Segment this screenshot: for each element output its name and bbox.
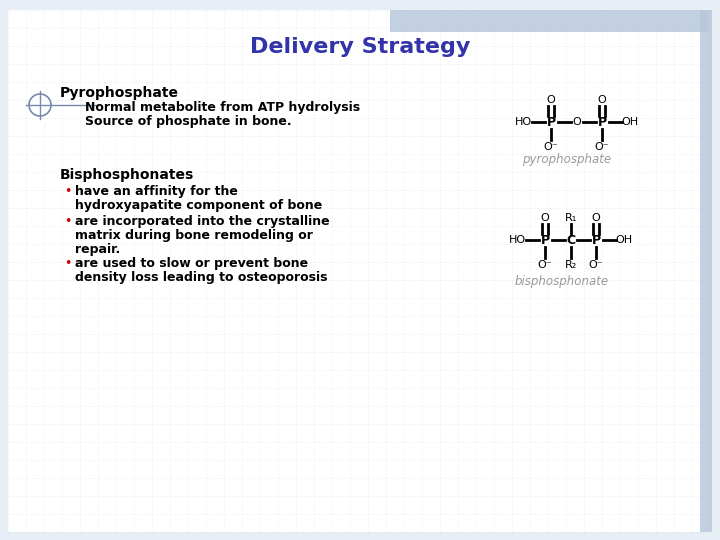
Text: O⁻: O⁻ — [589, 260, 603, 270]
Text: P: P — [541, 233, 549, 246]
Bar — [390, 10, 708, 32]
Text: OH: OH — [616, 235, 633, 245]
Text: O: O — [572, 117, 581, 127]
Text: Normal metabolite from ATP hydrolysis: Normal metabolite from ATP hydrolysis — [85, 102, 360, 114]
Text: Delivery Strategy: Delivery Strategy — [250, 37, 470, 57]
Text: P: P — [598, 116, 606, 129]
Text: bisphosphonate: bisphosphonate — [515, 275, 609, 288]
Text: •: • — [64, 258, 72, 271]
Text: O⁻: O⁻ — [538, 260, 552, 270]
Bar — [700, 10, 712, 532]
Text: •: • — [64, 214, 72, 227]
Text: O⁻: O⁻ — [544, 142, 558, 152]
Text: •: • — [64, 186, 72, 199]
Text: C: C — [567, 233, 575, 246]
Text: Source of phosphate in bone.: Source of phosphate in bone. — [85, 116, 292, 129]
Text: O: O — [541, 213, 549, 223]
Text: density loss leading to osteoporosis: density loss leading to osteoporosis — [75, 272, 328, 285]
Text: OH: OH — [621, 117, 639, 127]
Text: P: P — [591, 233, 600, 246]
Text: R₂: R₂ — [565, 260, 577, 270]
Text: O: O — [598, 95, 606, 105]
Text: matrix during bone remodeling or: matrix during bone remodeling or — [75, 228, 313, 241]
Text: are used to slow or prevent bone: are used to slow or prevent bone — [75, 258, 308, 271]
Text: P: P — [546, 116, 556, 129]
Text: Pyrophosphate: Pyrophosphate — [60, 86, 179, 100]
Text: O⁻: O⁻ — [595, 142, 609, 152]
Text: repair.: repair. — [75, 242, 120, 255]
Text: Bisphosphonates: Bisphosphonates — [60, 168, 194, 182]
Text: hydroxyapatite component of bone: hydroxyapatite component of bone — [75, 199, 323, 213]
Text: have an affinity for the: have an affinity for the — [75, 186, 238, 199]
Text: HO: HO — [508, 235, 526, 245]
Text: are incorporated into the crystalline: are incorporated into the crystalline — [75, 214, 330, 227]
Text: R₁: R₁ — [565, 213, 577, 223]
Text: O: O — [592, 213, 600, 223]
Text: O: O — [546, 95, 555, 105]
Text: HO: HO — [514, 117, 531, 127]
Text: pyrophosphate: pyrophosphate — [523, 153, 611, 166]
